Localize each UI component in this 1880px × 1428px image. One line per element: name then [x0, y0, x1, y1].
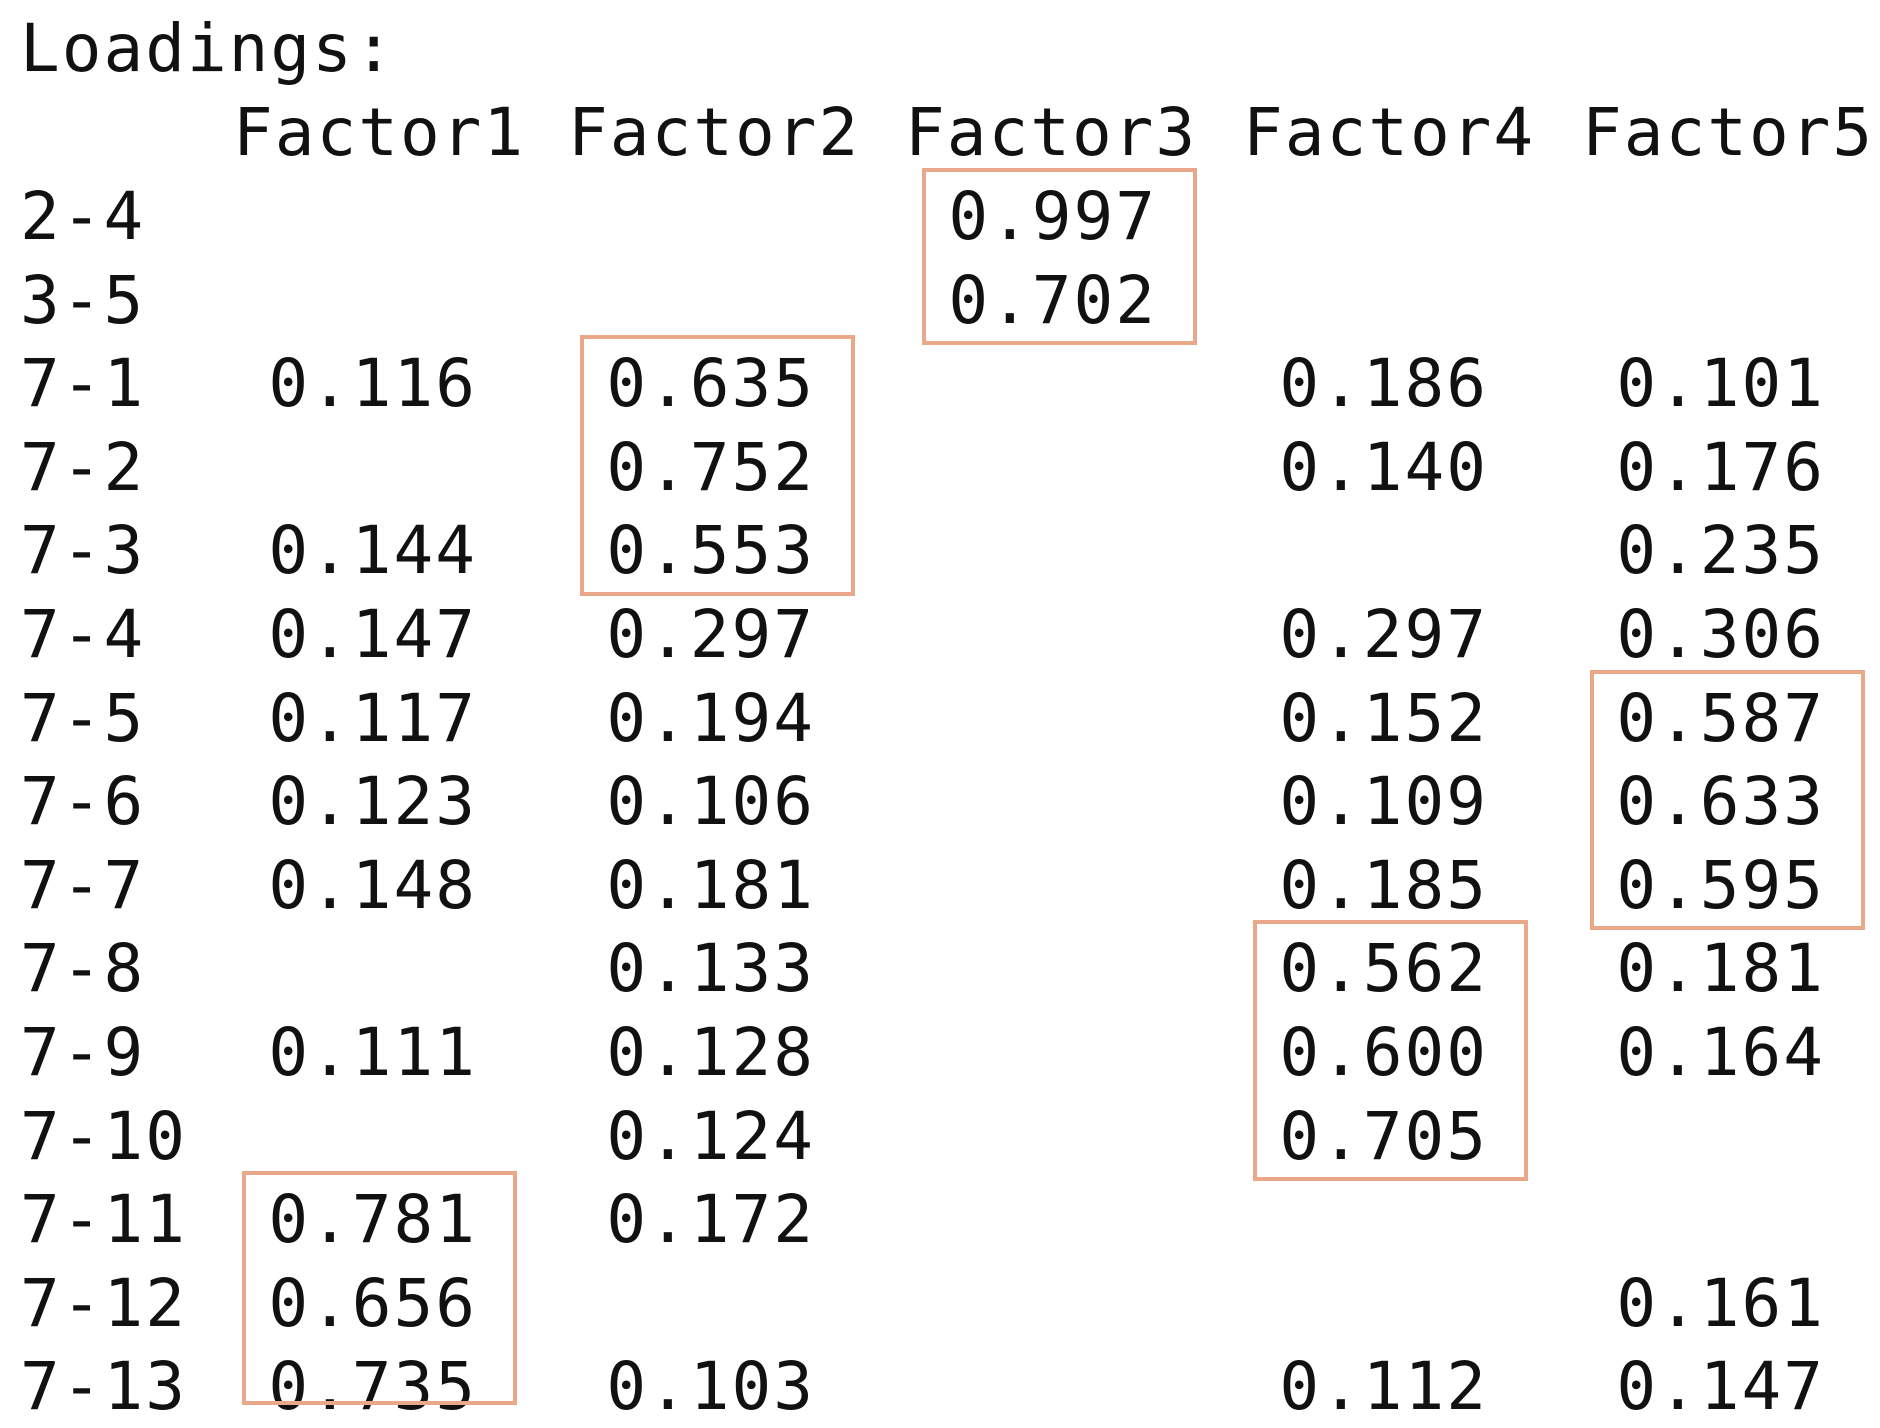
loadings-title: Loadings: [20, 10, 396, 87]
loading-value: 0.144 [268, 512, 477, 590]
loading-value: 0.306 [1616, 596, 1825, 673]
highlight-box [922, 168, 1197, 346]
loading-value: 0.553 [606, 512, 815, 590]
column-header-factor4: Factor4 [1243, 94, 1536, 171]
loading-value: 0.101 [1616, 345, 1825, 423]
loading-value: 0.600 [1279, 1014, 1488, 1091]
column-header-factor5: Factor5 [1582, 94, 1875, 171]
loading-value: 0.117 [268, 679, 477, 757]
column-header-factor2: Factor2 [568, 94, 861, 171]
loading-value: 0.702 [948, 261, 1157, 339]
loading-value: 0.152 [1279, 679, 1488, 757]
loading-value: 0.147 [268, 596, 477, 673]
loading-value: 0.172 [606, 1181, 815, 1259]
loading-value: 0.185 [1279, 846, 1488, 924]
loading-value: 0.562 [1279, 930, 1488, 1008]
loading-value: 0.186 [1279, 345, 1488, 423]
row-label: 3-5 [20, 261, 146, 339]
loading-value: 0.595 [1616, 846, 1825, 924]
row-label: 7-10 [20, 1097, 187, 1175]
row-label: 7-6 [20, 763, 146, 841]
column-header-factor3: Factor3 [905, 94, 1198, 171]
loading-value: 0.124 [606, 1097, 815, 1175]
loading-value: 0.705 [1279, 1097, 1488, 1175]
row-label: 7-2 [20, 428, 146, 506]
loading-value: 0.164 [1616, 1014, 1825, 1091]
loading-value: 0.123 [268, 763, 477, 841]
highlight-box [1253, 920, 1528, 1182]
loading-value: 0.148 [268, 846, 477, 924]
row-label: 7-13 [20, 1348, 187, 1426]
loading-value: 0.297 [606, 596, 815, 673]
loading-value: 0.106 [606, 763, 815, 841]
loading-value: 0.297 [1279, 596, 1488, 673]
loading-value: 0.181 [1616, 930, 1825, 1008]
row-label: 7-9 [20, 1014, 146, 1091]
highlight-box [1590, 669, 1865, 931]
column-header-factor1: Factor1 [233, 94, 526, 171]
loading-value: 0.181 [606, 846, 815, 924]
loading-value: 0.176 [1616, 428, 1825, 506]
loading-value: 0.109 [1279, 763, 1488, 841]
row-label: 7-7 [20, 846, 146, 924]
row-label: 2-4 [20, 178, 146, 255]
loading-value: 0.752 [606, 428, 815, 506]
row-label: 7-8 [20, 930, 146, 1008]
row-label: 7-11 [20, 1181, 187, 1259]
loading-value: 0.635 [606, 345, 815, 423]
loading-value: 0.111 [268, 1014, 477, 1091]
loading-value: 0.633 [1616, 763, 1825, 841]
row-label: 7-3 [20, 512, 146, 590]
loading-value: 0.133 [606, 930, 815, 1008]
loading-value: 0.140 [1279, 428, 1488, 506]
row-label: 7-12 [20, 1264, 187, 1342]
loading-value: 0.587 [1616, 679, 1825, 757]
loading-value: 0.147 [1616, 1348, 1825, 1426]
loading-value: 0.997 [948, 178, 1157, 255]
loading-value: 0.161 [1616, 1264, 1825, 1342]
loading-value: 0.781 [268, 1181, 477, 1259]
row-label: 7-5 [20, 679, 146, 757]
loading-value: 0.128 [606, 1014, 815, 1091]
row-label: 7-1 [20, 345, 146, 423]
loading-value: 0.235 [1616, 512, 1825, 590]
highlight-box [242, 1171, 517, 1405]
loading-value: 0.103 [606, 1348, 815, 1426]
loading-value: 0.116 [268, 345, 477, 423]
loading-value: 0.194 [606, 679, 815, 757]
row-label: 7-4 [20, 596, 146, 673]
highlight-box [580, 335, 855, 596]
loading-value: 0.112 [1279, 1348, 1488, 1426]
loading-value: 0.656 [268, 1264, 477, 1342]
